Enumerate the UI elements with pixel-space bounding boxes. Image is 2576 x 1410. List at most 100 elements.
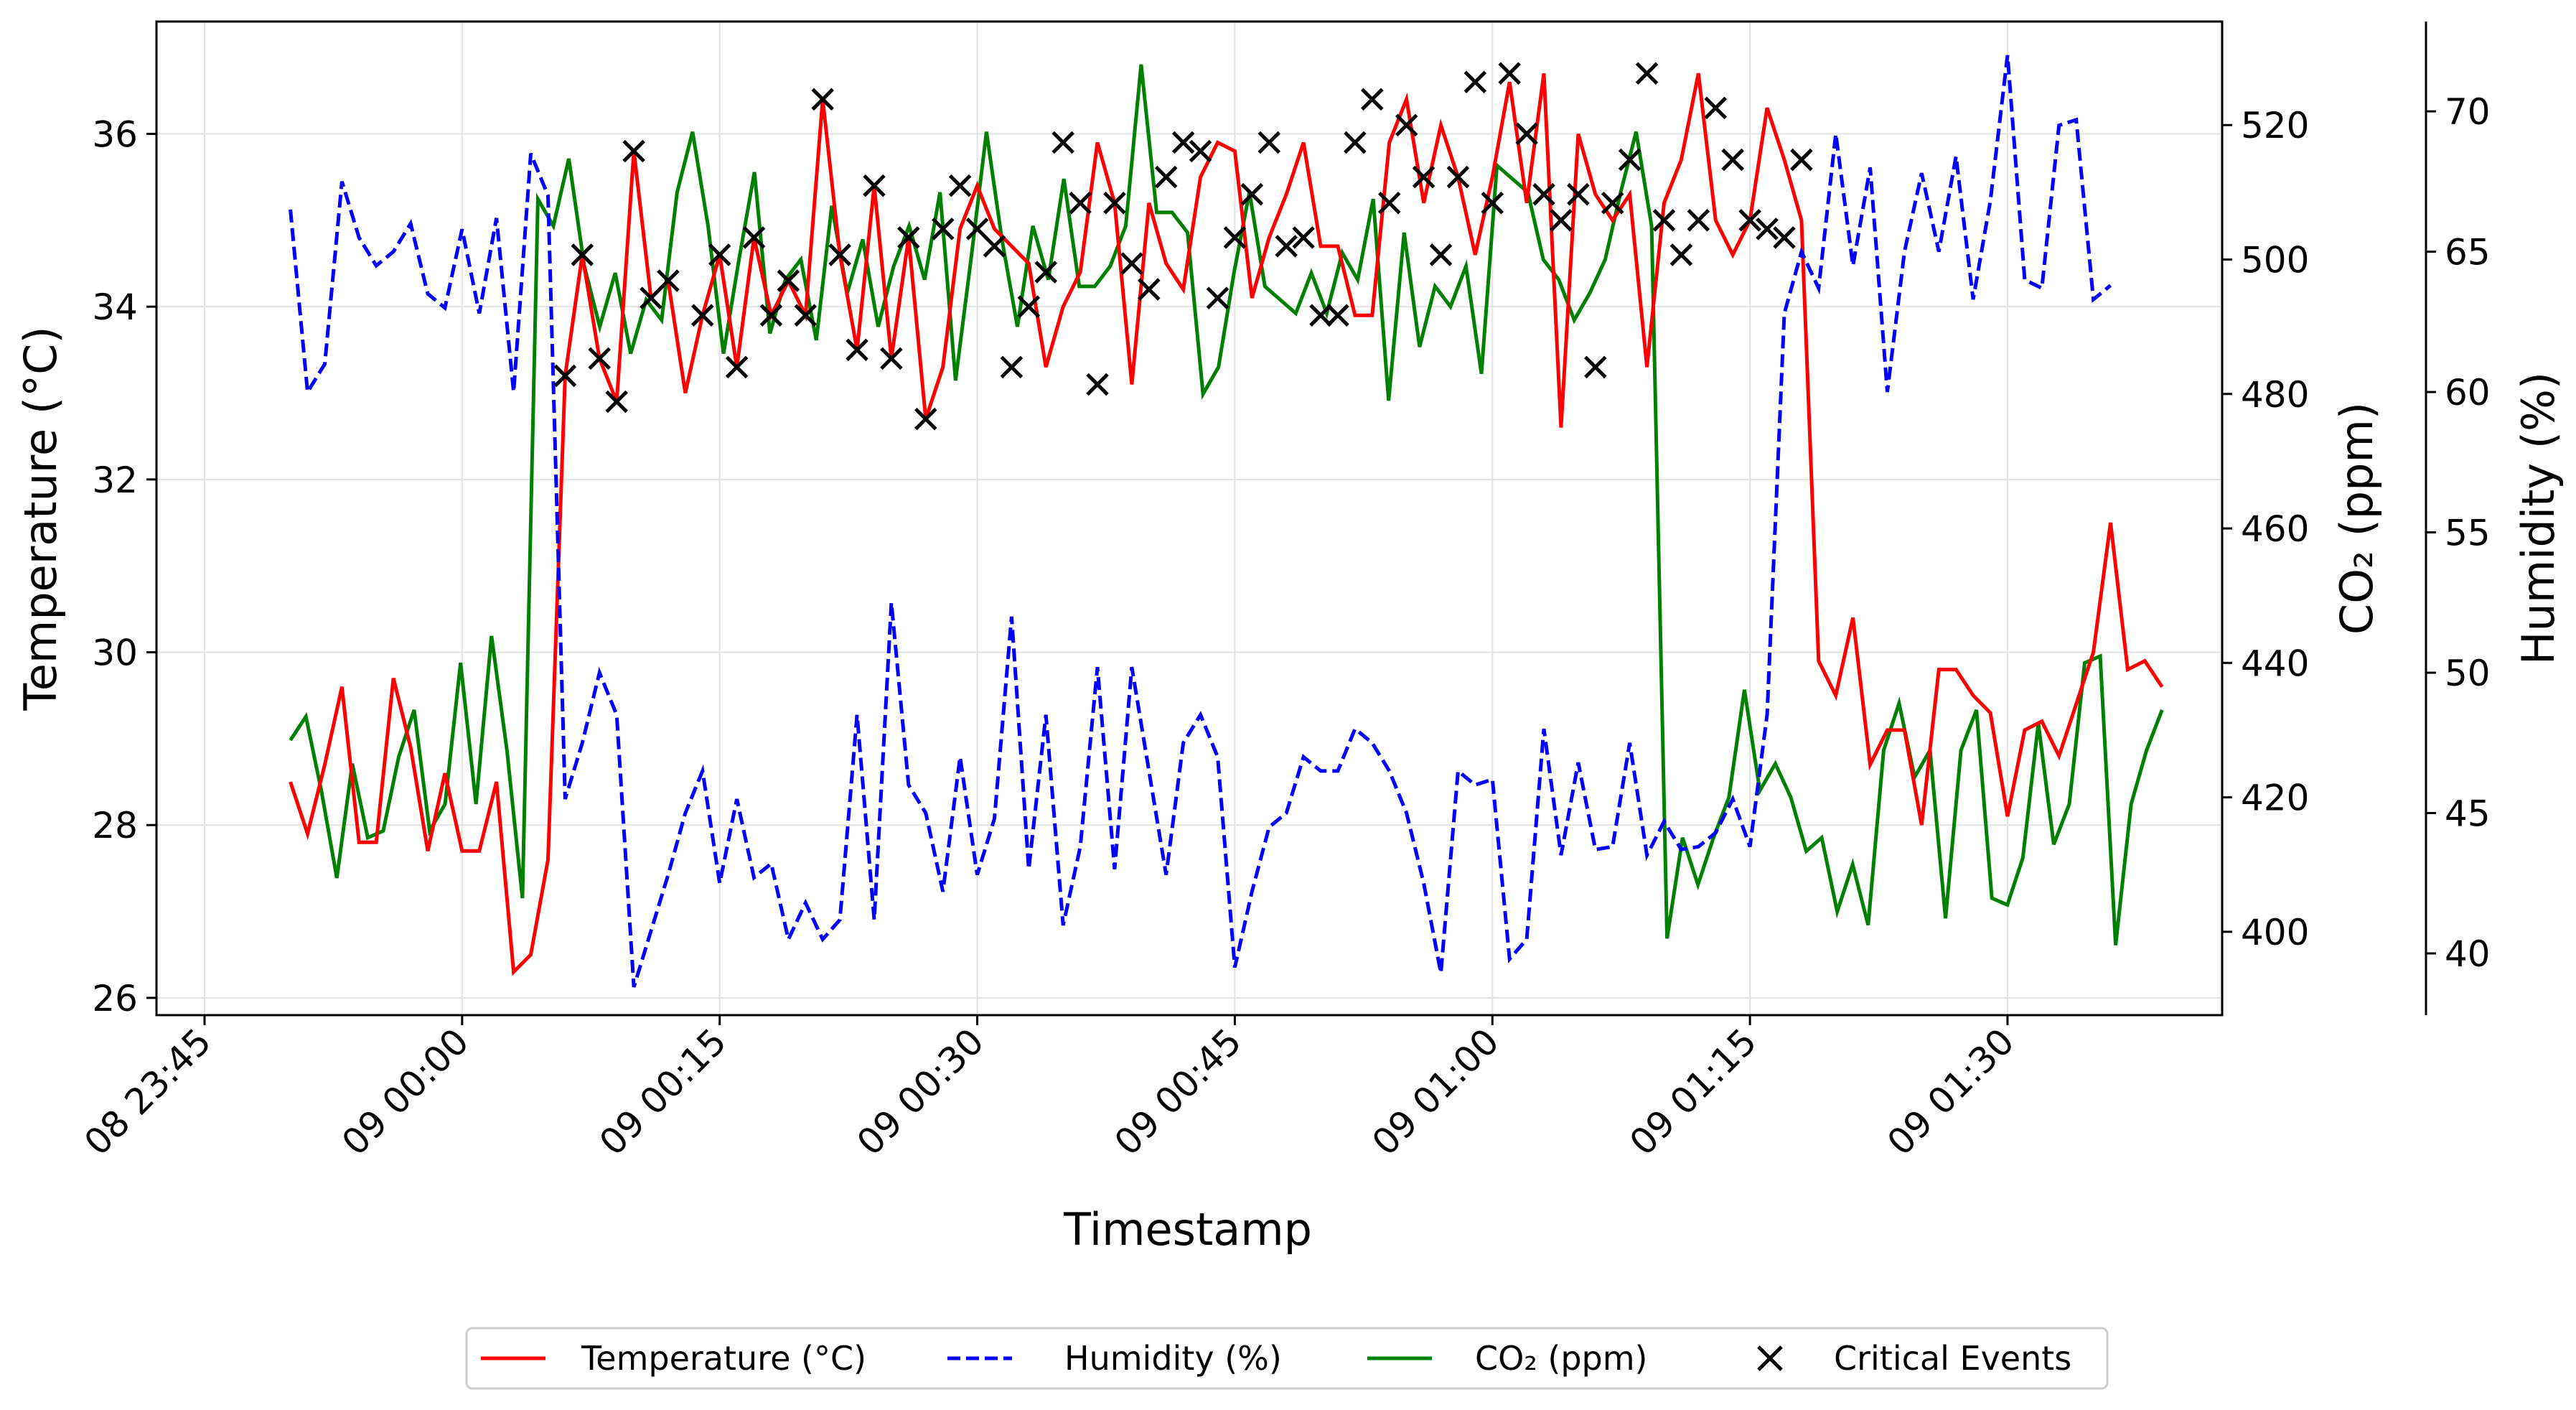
critical-event-marker bbox=[1412, 165, 1435, 189]
y-tick-label-temperature: 34 bbox=[92, 286, 138, 328]
y-tick-label-co2: 440 bbox=[2241, 643, 2309, 684]
critical-event-marker bbox=[1034, 261, 1058, 284]
y-tick-label-temperature: 26 bbox=[92, 978, 138, 1019]
critical-event-marker bbox=[897, 226, 920, 249]
y-tick-label-co2: 420 bbox=[2241, 778, 2309, 819]
critical-event-marker bbox=[1446, 165, 1470, 189]
critical-event-marker bbox=[622, 139, 645, 163]
y-tick-label-humidity: 60 bbox=[2445, 372, 2491, 414]
critical-event-marker bbox=[931, 218, 955, 241]
critical-event-marker bbox=[1601, 191, 1624, 215]
critical-event-marker bbox=[1463, 70, 1487, 94]
y-axis-title-humidity: Humidity (%) bbox=[2512, 372, 2565, 665]
y-tick-label-humidity: 55 bbox=[2445, 513, 2491, 554]
critical-event-marker bbox=[1189, 139, 1212, 163]
legend-label-temperature: Temperature (°C) bbox=[581, 1339, 866, 1378]
critical-event-marker bbox=[794, 304, 818, 327]
critical-event-marker bbox=[1481, 191, 1504, 215]
critical-event-marker bbox=[1704, 96, 1728, 120]
critical-event-marker bbox=[1292, 226, 1315, 249]
critical-event-marker bbox=[1000, 355, 1024, 379]
critical-event-marker bbox=[605, 390, 628, 414]
y-tick-label-humidity: 40 bbox=[2445, 933, 2491, 975]
critical-event-marker bbox=[1344, 131, 1367, 154]
critical-event-marker bbox=[811, 88, 835, 111]
legend-frame bbox=[465, 1327, 2109, 1390]
y-tick-label-co2: 400 bbox=[2241, 912, 2309, 953]
critical-event-marker bbox=[1309, 304, 1332, 327]
y-tick-label-humidity: 65 bbox=[2445, 232, 2491, 274]
critical-event-marker bbox=[708, 243, 731, 266]
critical-event-marker bbox=[1138, 278, 1161, 301]
critical-event-marker bbox=[1395, 113, 1418, 137]
series-line-humidity bbox=[289, 55, 2112, 988]
critical-event-marker bbox=[1257, 131, 1281, 154]
critical-event-marker bbox=[553, 364, 577, 388]
y-axis-humidity: 40 45 50 55 60 65 70 bbox=[2425, 22, 2491, 1015]
critical-event-marker bbox=[1206, 286, 1230, 309]
critical-event-marker bbox=[1154, 165, 1178, 189]
y-axis-co2: 400 420 440 460 480 500 520 bbox=[2222, 105, 2309, 953]
legend-label-co2: CO₂ (ppm) bbox=[1475, 1339, 1648, 1378]
critical-event-marker bbox=[1567, 182, 1590, 206]
legend: Temperature (°C) Humidity (%) CO₂ (ppm) … bbox=[465, 1327, 2109, 1390]
critical-event-marker bbox=[1515, 122, 1538, 146]
critical-event-marker bbox=[742, 226, 766, 249]
critical-event-marker bbox=[863, 174, 886, 197]
critical-event-marker bbox=[777, 269, 800, 292]
critical-event-marker bbox=[657, 269, 680, 292]
critical-event-marker bbox=[914, 407, 937, 431]
critical-event-marker bbox=[1498, 62, 1521, 85]
critical-event-marker bbox=[1223, 226, 1247, 249]
critical-event-marker bbox=[1550, 209, 1573, 232]
critical-event-marker bbox=[1120, 252, 1143, 275]
critical-event-marker bbox=[588, 347, 611, 370]
y-axis-title-temperature: Temperature (°C) bbox=[14, 326, 67, 711]
critical-event-marker bbox=[725, 355, 749, 379]
critical-event-marker bbox=[1069, 191, 1092, 215]
critical-event-marker bbox=[1429, 243, 1453, 266]
critical-event-marker bbox=[1584, 355, 1607, 379]
critical-event-marker bbox=[571, 243, 594, 266]
critical-event-marker bbox=[1103, 191, 1126, 215]
critical-event-marker bbox=[983, 235, 1006, 258]
critical-event-marker bbox=[1721, 148, 1744, 172]
critical-event-markers bbox=[553, 62, 1813, 431]
y-tick-label-temperature: 32 bbox=[92, 459, 138, 501]
y-tick-label-humidity: 50 bbox=[2445, 653, 2491, 694]
legend-label-critical-events: Critical Events bbox=[1834, 1339, 2071, 1378]
critical-event-marker bbox=[1377, 191, 1401, 215]
critical-event-marker bbox=[1052, 131, 1074, 154]
critical-event-marker bbox=[828, 243, 851, 266]
y-axis-title-co2: CO₂ (ppm) bbox=[2331, 402, 2383, 635]
critical-event-marker bbox=[1635, 62, 1659, 85]
critical-event-marker bbox=[1756, 218, 1779, 241]
x-axis-title: Timestamp bbox=[1063, 1203, 1312, 1256]
series-line-co2 bbox=[289, 64, 2164, 946]
critical-event-marker bbox=[1738, 209, 1761, 232]
critical-event-marker bbox=[759, 304, 783, 327]
y-tick-label-humidity: 70 bbox=[2445, 91, 2491, 133]
y-tick-label-humidity: 45 bbox=[2445, 793, 2491, 835]
critical-event-marker bbox=[1618, 148, 1641, 172]
y-tick-label-temperature: 28 bbox=[92, 805, 138, 846]
critical-event-marker bbox=[1275, 235, 1298, 258]
critical-event-marker bbox=[1361, 88, 1384, 111]
legend-swatch-critical-events bbox=[1757, 1345, 1783, 1371]
plot-frame bbox=[155, 20, 2224, 1017]
critical-event-marker bbox=[846, 338, 868, 362]
critical-event-marker bbox=[1652, 209, 1676, 232]
critical-event-marker bbox=[1773, 226, 1796, 249]
y-tick-label-co2: 500 bbox=[2241, 239, 2309, 281]
critical-event-marker bbox=[1017, 295, 1041, 318]
y-tick-label-co2: 480 bbox=[2241, 374, 2309, 416]
critical-event-marker bbox=[1240, 182, 1264, 206]
y-tick-label-co2: 520 bbox=[2241, 105, 2309, 146]
y-axis-temperature: 26 28 30 32 34 36 bbox=[92, 113, 156, 1019]
y-tick-label-temperature: 30 bbox=[92, 632, 138, 674]
critical-event-marker bbox=[1086, 373, 1109, 396]
critical-event-marker bbox=[1669, 243, 1693, 266]
critical-event-marker bbox=[965, 218, 989, 241]
